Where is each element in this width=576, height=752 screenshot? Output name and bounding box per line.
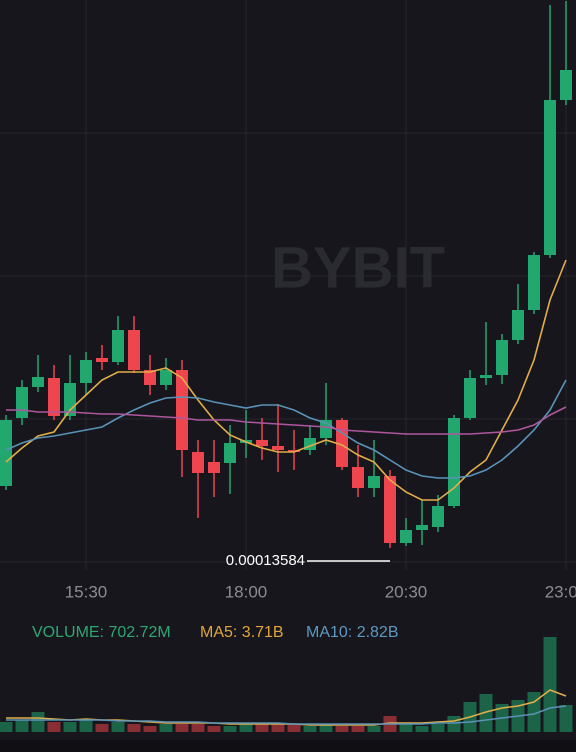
volume-bar [79, 720, 93, 732]
volume-bar [47, 722, 61, 732]
candle-body [32, 377, 44, 387]
candle-body [224, 443, 236, 463]
volume-bar [0, 722, 13, 732]
plot: 15:30 18:00 20:30 23:00 0.00013584 [0, 1, 576, 601]
volume-bar [319, 724, 333, 732]
candle-body [96, 358, 108, 362]
candle-body [192, 452, 204, 473]
candle-body [256, 440, 268, 446]
moving-average-line [6, 406, 567, 435]
volume-bar [223, 726, 237, 732]
candle-body [464, 378, 476, 418]
volume-bar [287, 724, 301, 732]
candle-body [208, 462, 220, 473]
candle-body [80, 360, 92, 383]
candle-body [16, 387, 28, 418]
volume-bar [111, 722, 125, 732]
volume-bar [239, 724, 253, 732]
volume-bar [559, 704, 573, 732]
volume-panel: VOLUME: 702.72M MA5: 3.71B MA10: 2.82B [0, 624, 576, 752]
candle-body [480, 375, 492, 378]
candle-body [400, 530, 412, 543]
candle-body [288, 450, 300, 452]
volume-bar [159, 724, 173, 732]
volume-bar [143, 726, 157, 732]
watermark: BYBIT [271, 235, 445, 300]
volume-bar [63, 722, 77, 732]
min-price-label: 0.00013584 [226, 552, 305, 569]
volume-bar [175, 724, 189, 732]
volume-legend: MA10: 2.82B [306, 624, 399, 641]
bottom-strip [0, 740, 576, 752]
volume-bar [191, 724, 205, 732]
candle-body [144, 370, 156, 385]
x-tick-label: 15:30 [65, 582, 108, 601]
volume-bar [431, 724, 445, 732]
candle-body [128, 330, 140, 370]
candle-body [160, 370, 172, 385]
moving-average-line [5, 259, 567, 501]
volume-bar [127, 724, 141, 732]
x-tick-label: 18:00 [225, 582, 268, 601]
volume-bar [479, 694, 493, 732]
volume-bar [351, 726, 365, 732]
volume-bar [335, 726, 349, 732]
volume-bar [95, 724, 109, 732]
moving-average-line [5, 379, 567, 479]
volume-bar [271, 724, 285, 732]
candle-body [416, 525, 428, 530]
candle-body [496, 340, 508, 375]
volume-legend: VOLUME: 702.72M [32, 624, 171, 641]
volume-ma-line [6, 705, 567, 725]
volume-bar [415, 726, 429, 732]
volume-bar [207, 726, 221, 732]
volume-bar [31, 712, 45, 732]
candle-body [112, 330, 124, 362]
candle-body [560, 70, 572, 100]
volume-bar [543, 637, 557, 732]
volume-bar [255, 724, 269, 732]
volume-legend: MA5: 3.71B [200, 624, 284, 641]
candle-body [528, 255, 540, 310]
candle-body [352, 467, 364, 488]
volume-bar [303, 726, 317, 732]
candle-body [368, 476, 380, 488]
candle-body [0, 420, 12, 486]
candle-body [384, 476, 396, 543]
volume-bar [367, 726, 381, 732]
candle-body [544, 100, 556, 255]
candle-body [432, 506, 444, 527]
candle-body [512, 310, 524, 340]
candle-body [272, 446, 284, 450]
candle-body [48, 378, 60, 416]
candle-body [448, 418, 460, 506]
x-tick-label: 20:30 [385, 582, 428, 601]
volume-bar [447, 716, 461, 732]
volume-bar [527, 692, 541, 732]
x-tick-label: 23:00 [545, 582, 576, 601]
volume-bar [399, 724, 413, 732]
volume-bar [15, 720, 29, 732]
candle-body [176, 370, 188, 450]
